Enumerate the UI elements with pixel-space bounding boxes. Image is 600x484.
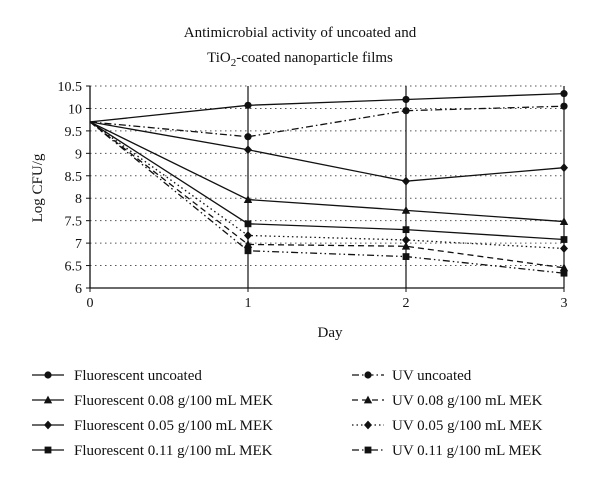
axes [89, 86, 564, 289]
series-line [89, 121, 565, 241]
x-tick-label: 2 [403, 296, 410, 311]
y-axis-label: Log CFU/g [30, 153, 46, 222]
y-tick-label: 9 [75, 147, 82, 162]
legend-label: Fluorescent 0.08 g/100 mL MEK [74, 393, 273, 409]
series-line [89, 105, 565, 138]
data-point [560, 236, 568, 243]
legend-label: UV 0.08 g/100 mL MEK [392, 393, 543, 409]
data-point [244, 145, 252, 155]
legend-item: Fluorescent 0.08 g/100 mL MEK [32, 393, 273, 409]
data-point [560, 244, 568, 253]
y-tick-label: 9.5 [65, 125, 83, 140]
y-tick-label: 10 [68, 102, 82, 117]
legend-marker [44, 446, 52, 454]
data-point [560, 163, 568, 173]
x-tick-label: 0 [87, 296, 94, 311]
data-point [401, 205, 411, 214]
series-lines [89, 90, 569, 277]
x-tick-label: 3 [561, 296, 568, 311]
data-point [402, 95, 410, 104]
legend-item: Fluorescent uncoated [32, 368, 202, 384]
series-line [89, 121, 565, 250]
legend-marker [44, 420, 52, 430]
data-point [560, 269, 568, 277]
legend-label: Fluorescent 0.05 g/100 mL MEK [74, 418, 273, 434]
data-point [402, 253, 410, 260]
x-tick-label: 1 [245, 296, 252, 311]
legend-item: Fluorescent 0.05 g/100 mL MEK [32, 418, 273, 434]
data-point [402, 176, 410, 186]
y-tick-label: 10.5 [58, 80, 83, 95]
legend-marker [43, 395, 53, 404]
legend-item: UV 0.08 g/100 mL MEK [352, 393, 543, 409]
y-tick-label: 7 [75, 237, 82, 252]
chart-title-tio: TiO [207, 50, 231, 66]
series-7 [89, 121, 568, 253]
data-point [560, 90, 568, 98]
legend-item: Fluorescent 0.11 g/100 mL MEK [32, 443, 273, 459]
series-8 [89, 121, 568, 277]
data-point [402, 107, 410, 115]
x-axis-label: Day [318, 325, 343, 341]
data-point [243, 240, 253, 248]
chart-title-line-1: Antimicrobial activity of uncoated and [184, 25, 417, 41]
data-point [401, 241, 411, 250]
tick-labels: 6 6.5 7 7.5 8 8.5 9 9.5 10 10.5 0 1 2 3 [58, 80, 568, 311]
series-line [89, 121, 565, 182]
legend: Fluorescent uncoated Fluorescent 0.08 g/1… [32, 368, 543, 459]
chart-title-line-2: TiO2-coated nanoparticle films [207, 50, 393, 69]
data-point [244, 101, 252, 109]
legend-item: UV 0.11 g/100 mL MEK [352, 443, 542, 459]
series-4 [89, 121, 568, 243]
legend-marker [363, 395, 373, 404]
data-point [244, 247, 252, 255]
series-line [89, 121, 565, 269]
legend-item: UV uncoated [352, 368, 472, 384]
legend-label: UV uncoated [392, 368, 472, 384]
chart-title-suffix: -coated nanoparticle films [236, 50, 393, 66]
legend-marker [364, 371, 372, 379]
y-tick-label: 8.5 [65, 170, 83, 185]
data-point [244, 220, 252, 228]
series-5 [89, 102, 568, 141]
legend-label: UV 0.05 g/100 mL MEK [392, 418, 543, 434]
data-point [402, 235, 410, 245]
data-point [243, 195, 253, 203]
series-line [89, 121, 565, 274]
series-3 [89, 121, 568, 186]
series-6 [89, 121, 569, 272]
data-point [559, 263, 569, 272]
chart-title-subscript: 2 [231, 57, 237, 69]
y-tick-label: 8 [75, 192, 82, 207]
data-point [560, 102, 568, 110]
legend-label: Fluorescent 0.11 g/100 mL MEK [74, 443, 273, 459]
legend-item: UV 0.05 g/100 mL MEK [352, 418, 543, 434]
series-2 [89, 121, 569, 225]
legend-marker [364, 420, 372, 430]
series-1 [89, 90, 568, 123]
y-tick-label: 6.5 [65, 260, 83, 275]
legend-marker [364, 446, 372, 454]
legend-marker [44, 371, 52, 379]
legend-label: Fluorescent uncoated [74, 368, 202, 384]
series-line [89, 92, 565, 123]
data-point [244, 231, 252, 240]
series-line [89, 121, 565, 223]
data-point [402, 226, 410, 234]
y-tick-label: 7.5 [65, 215, 83, 230]
y-tick-label: 6 [75, 282, 82, 297]
data-point [559, 217, 569, 225]
legend-label: UV 0.11 g/100 mL MEK [392, 443, 542, 459]
data-point [244, 133, 252, 141]
